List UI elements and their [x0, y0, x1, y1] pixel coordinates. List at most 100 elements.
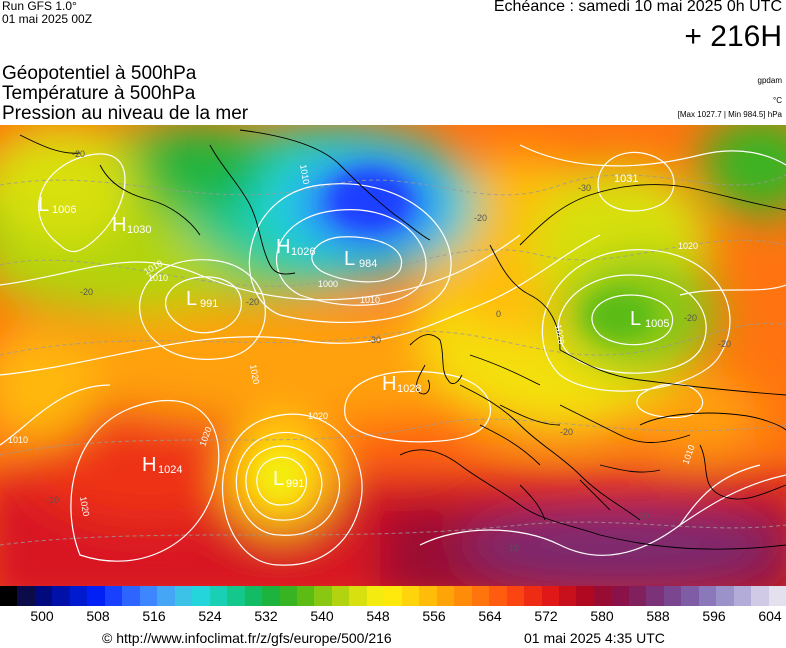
color-scale-swatch [681, 586, 699, 606]
color-scale-swatch [331, 586, 350, 606]
color-scale-label: 524 [198, 608, 222, 624]
color-scale-swatch [52, 586, 70, 606]
color-scale-label: 516 [142, 608, 166, 624]
isotherm-label: -20 [72, 149, 85, 159]
color-scale-swatch [471, 586, 490, 606]
color-scale-swatch [69, 586, 88, 606]
color-scale-swatch [733, 586, 752, 606]
isobar-label: 1020 [248, 364, 261, 385]
color-scale-label: 580 [590, 608, 614, 624]
pressure-center-value: 1028 [397, 383, 421, 395]
color-scale-swatch [559, 586, 577, 606]
color-scale-swatch [366, 586, 385, 606]
color-scale-swatch [506, 586, 525, 606]
pressure-center-type: L [186, 288, 197, 310]
isotherm-label: -20 [80, 287, 93, 297]
color-scale-swatch [384, 586, 402, 606]
isobar-label: 1010 [298, 164, 311, 185]
color-scale-label: 500 [30, 608, 54, 624]
color-scale-label: 532 [254, 608, 278, 624]
isobar-label: 1010 [148, 273, 168, 283]
isobar-label: 1020 [553, 324, 566, 345]
color-scale-labels: 500 508 516 524 532 540 548 556 564 572 580 588 596 6… [0, 608, 786, 628]
run-date: 01 mai 2025 00Z [2, 12, 93, 26]
pressure-center-type: L [344, 248, 355, 270]
color-scale-label: 572 [534, 608, 558, 624]
pressure-center-value: 1030 [127, 224, 151, 236]
color-scale-swatch [646, 586, 664, 606]
color-scale-swatch [174, 586, 193, 606]
color-scale-swatch [628, 586, 647, 606]
color-scale-label: 596 [702, 608, 726, 624]
color-scale-swatch [489, 586, 507, 606]
color-scale-swatch [157, 586, 175, 606]
isotherm-label: -20 [718, 339, 731, 349]
pressure-center-value: 1024 [158, 464, 182, 476]
pressure-max-min: [Max 1027.7 | Min 984.5] hPa [677, 110, 782, 119]
color-scale-swatch [262, 586, 280, 606]
color-scale-label: 604 [758, 608, 782, 624]
color-scale-swatch [698, 586, 717, 606]
color-scale-swatch [279, 586, 297, 606]
color-scale-label: 556 [422, 608, 446, 624]
color-scale-swatch [593, 586, 612, 606]
source-url: © http://www.infoclimat.fr/z/gfs/europe/… [102, 630, 392, 646]
forecast-lead-time: + 216H [684, 20, 782, 53]
isotherm-label: -30 [368, 335, 381, 345]
color-scale-swatch [122, 586, 140, 606]
color-scale-swatch [87, 586, 105, 606]
isotherm-label: -20 [684, 313, 697, 323]
color-scale-swatch [349, 586, 367, 606]
isobar-label: 1020 [678, 241, 698, 251]
pressure-center-type: L [38, 194, 49, 216]
pressure-center-type: H [142, 454, 156, 476]
color-scale-label: 564 [478, 608, 502, 624]
color-scale-swatch [314, 586, 332, 606]
color-scale [0, 586, 786, 606]
map-title-temperature: Température à 500hPa [2, 83, 196, 104]
color-scale-swatch [524, 586, 542, 606]
isobar-label: 1000 [318, 279, 338, 289]
map-title-pressure: Pression au niveau de la mer [2, 103, 249, 124]
color-scale-label: 540 [310, 608, 334, 624]
isotherm-label: -10 [636, 511, 649, 521]
color-scale-swatch [663, 586, 682, 606]
color-scale-swatch [751, 586, 769, 606]
isotherm-label: 0 [496, 309, 501, 319]
color-scale-swatch [454, 586, 472, 606]
pressure-center-value: 1006 [52, 204, 76, 216]
color-scale-swatch [104, 586, 123, 606]
pressure-center-value: 991 [200, 298, 218, 310]
color-scale-swatch [611, 586, 629, 606]
color-scale-swatch [34, 586, 53, 606]
color-scale-swatch [192, 586, 210, 606]
isotherm-label: -10 [506, 543, 519, 553]
color-scale-swatch [209, 586, 228, 606]
pressure-center-value: 1005 [645, 318, 669, 330]
isobar-label: 1020 [308, 411, 328, 421]
pressure-center-value: 1026 [291, 246, 315, 258]
map-title-geopotential: Géopotentiel à 500hPa [2, 63, 197, 84]
pressure-center-type: H [112, 214, 126, 236]
pressure-center-type: H [276, 236, 290, 258]
pressure-center-value: 991 [286, 478, 304, 490]
weather-map: L H H L L H H L L L 1006 1030 1026 984 9… [0, 125, 786, 586]
color-scale-swatch [716, 586, 734, 606]
color-scale-swatch [576, 586, 594, 606]
color-scale-swatch [436, 586, 455, 606]
color-scale-swatch [244, 586, 263, 606]
color-scale-label: 548 [366, 608, 390, 624]
color-scale-swatch [17, 586, 35, 606]
isotherm-label: -20 [560, 427, 573, 437]
color-scale-label: 588 [646, 608, 670, 624]
color-scale-swatch [401, 586, 420, 606]
pressure-center-type: L [630, 308, 641, 330]
color-scale-swatch [139, 586, 158, 606]
isotherm-label: -20 [474, 213, 487, 223]
pressure-center-value: 1031 [614, 173, 638, 185]
color-scale-swatch [227, 586, 245, 606]
isotherm-label: -10 [46, 495, 59, 505]
run-title: Run GFS 1.0° [2, 0, 77, 13]
isobar-label: 1020 [78, 496, 91, 517]
pressure-center-value: 984 [359, 258, 377, 270]
